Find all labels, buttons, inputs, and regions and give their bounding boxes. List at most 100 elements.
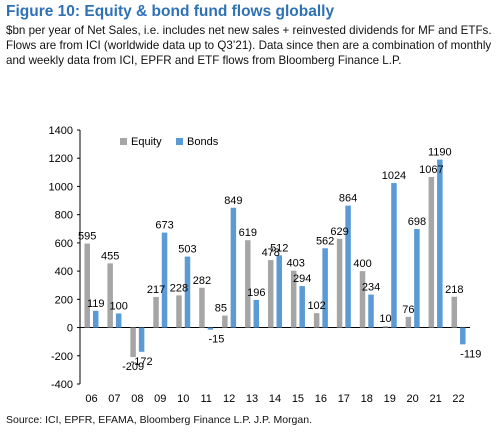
equity-data-label: 1067	[419, 164, 443, 176]
bonds-data-label: 864	[339, 193, 357, 205]
y-tick-label: 800	[55, 210, 73, 222]
equity-data-label: 455	[101, 250, 119, 262]
bonds-data-label: 100	[109, 300, 127, 312]
x-tick-label: 14	[269, 393, 281, 405]
y-tick-label: -400	[51, 379, 73, 391]
equity-bar	[176, 295, 182, 328]
equity-bar	[107, 263, 113, 328]
chart-title: Figure 10: Equity & bond fund flows glob…	[6, 3, 335, 20]
bonds-bar	[391, 183, 397, 328]
equity-bar	[336, 238, 343, 328]
equity-bar	[382, 326, 389, 328]
bonds-bar	[345, 205, 351, 328]
x-tick-label: 11	[200, 393, 211, 405]
y-tick-label: 200	[55, 294, 73, 306]
x-tick-label: 16	[315, 393, 327, 405]
bonds-bar	[207, 327, 214, 330]
x-tick-label: 06	[85, 393, 97, 405]
equity-data-label: 282	[193, 275, 211, 287]
equity-bar	[153, 296, 159, 328]
bonds-bar	[184, 256, 191, 328]
bonds-data-label: 196	[247, 287, 265, 299]
bonds-bar	[92, 310, 99, 328]
x-tick-label: 19	[384, 393, 396, 405]
equity-data-label: 102	[307, 300, 325, 312]
y-tick-label: 1400	[49, 125, 73, 137]
x-tick-label: 21	[429, 393, 441, 405]
legend-swatch-equity	[120, 138, 127, 145]
equity-bar	[84, 243, 90, 328]
bars	[84, 159, 466, 358]
equity-data-label: 228	[170, 282, 188, 294]
bonds-bar	[138, 327, 145, 352]
data-labels: 595 119 455 100 -209-172 217 673 228 503 282 -15 85…	[78, 147, 481, 373]
x-tick-label: 15	[292, 393, 304, 405]
bonds-bar	[230, 207, 237, 328]
y-tick-label: 0	[67, 323, 73, 335]
bonds-data-label: 1190	[428, 147, 452, 159]
bonds-bar	[299, 286, 305, 328]
legend-label-equity: Equity	[131, 136, 162, 148]
bonds-bar	[322, 248, 328, 328]
bonds-data-label: 562	[316, 235, 334, 247]
equity-bar	[199, 287, 205, 328]
equity-data-label: 218	[445, 284, 463, 296]
equity-bar	[268, 260, 274, 328]
x-tick-label: 13	[246, 393, 258, 405]
legend-label-bonds: Bonds	[187, 136, 219, 148]
equity-data-label: -209	[122, 361, 144, 373]
equity-bar	[359, 271, 366, 328]
equity-bar	[405, 316, 412, 328]
bonds-data-label: 119	[87, 298, 105, 310]
x-tick-label: 20	[407, 393, 419, 405]
bonds-data-label: 503	[178, 244, 196, 256]
bonds-bar	[460, 327, 466, 345]
equity-bar	[290, 270, 297, 328]
y-tick-label: -200	[51, 351, 73, 363]
bonds-data-label: -15	[208, 334, 224, 346]
equity-data-label: 478	[262, 247, 280, 259]
y-tick-label: 1200	[49, 153, 73, 165]
x-tick-label: 12	[223, 393, 235, 405]
x-tick-label: 08	[131, 393, 143, 405]
equity-bar	[313, 313, 320, 328]
bonds-bar	[414, 229, 420, 328]
equity-bar	[428, 176, 435, 328]
bonds-data-label: 698	[408, 216, 426, 228]
equity-data-label: 629	[330, 226, 348, 238]
bonds-bar	[115, 313, 122, 328]
legend: Equity Bonds	[120, 136, 219, 148]
equity-bar	[245, 240, 251, 328]
x-tick-label: 22	[452, 393, 464, 405]
x-tick-label: 17	[338, 393, 350, 405]
chart-subtitle: $bn per year of Net Sales, i.e. includes…	[6, 24, 492, 67]
bonds-data-label: -119	[460, 348, 481, 360]
bonds-bar	[437, 159, 443, 328]
equity-data-label: 217	[147, 284, 165, 296]
x-tick-label: 09	[154, 393, 166, 405]
bonds-data-label: 849	[224, 195, 242, 207]
x-tick-label: 07	[108, 393, 120, 405]
y-tick-label: 600	[55, 238, 73, 250]
y-tick-label: 400	[55, 266, 73, 278]
legend-swatch-bonds	[176, 138, 183, 145]
bonds-data-label: 234	[362, 282, 380, 294]
equity-bar	[451, 296, 458, 328]
equity-data-label: 403	[287, 258, 305, 270]
bonds-data-label: 294	[293, 273, 311, 285]
bonds-data-label: 512	[270, 242, 288, 254]
x-tick-label: 18	[361, 393, 373, 405]
axes: 1400 1200 1000 800 600 400 200 0 -200 -400 06 07 08 0…	[49, 125, 470, 405]
equity-data-label: 619	[239, 227, 257, 239]
equity-bar	[222, 315, 228, 328]
equity-data-label: 400	[353, 258, 371, 270]
source-note: Source: ICI, EPFR, EFAMA, Bloomberg Fina…	[6, 414, 312, 426]
equity-data-label: 10	[379, 313, 391, 325]
equity-data-label: 85	[215, 303, 227, 315]
bonds-bar	[276, 255, 282, 328]
y-tick-label: 1000	[49, 181, 73, 193]
x-tick-label: 10	[177, 393, 189, 405]
bonds-bar	[253, 299, 260, 328]
equity-data-label: 76	[402, 304, 414, 316]
equity-bar	[130, 327, 136, 358]
